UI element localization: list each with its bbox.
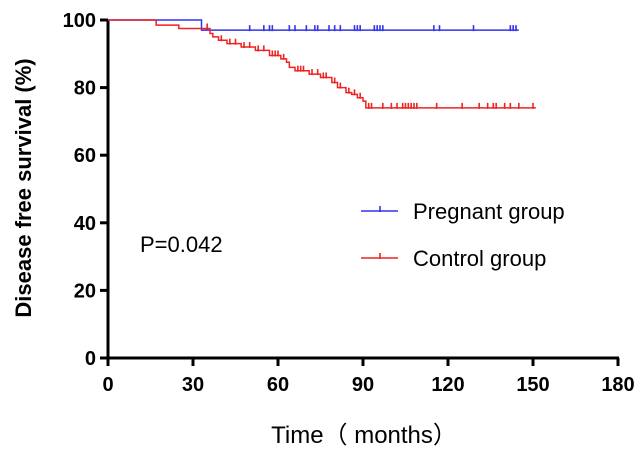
y-tick-label: 20 [74, 280, 96, 302]
ticks: 0 30 60 90 120 150 180 0 20 40 60 80 100 [63, 10, 635, 396]
x-tick-label: 150 [516, 374, 549, 396]
legend-entry-control-group: Control group [361, 246, 546, 271]
legend: Pregnant group Control group [361, 199, 565, 271]
x-tick-label: 60 [267, 374, 289, 396]
axes [106, 20, 619, 360]
y-tick-label: 100 [63, 10, 96, 32]
x-tick-label: 0 [102, 374, 113, 396]
series-layer [108, 19, 536, 109]
p-value-annotation: P=0.042 [140, 232, 223, 257]
x-tick-label: 30 [182, 374, 204, 396]
x-axis-label: Time（ months） [271, 422, 457, 449]
x-tick-label: 90 [352, 374, 374, 396]
y-axis-label: Disease free survival (%) [11, 58, 36, 317]
y-tick-label: 80 [74, 78, 96, 100]
y-tick-label: 0 [85, 348, 96, 370]
legend-label: Pregnant group [413, 199, 565, 224]
y-tick-label: 60 [74, 145, 96, 167]
x-tick-label: 120 [431, 374, 464, 396]
legend-entry-pregnant-group: Pregnant group [361, 199, 565, 224]
control-group-curve [108, 19, 536, 109]
x-tick-label: 180 [601, 374, 634, 396]
y-tick-label: 40 [74, 213, 96, 235]
legend-label: Control group [413, 246, 546, 271]
